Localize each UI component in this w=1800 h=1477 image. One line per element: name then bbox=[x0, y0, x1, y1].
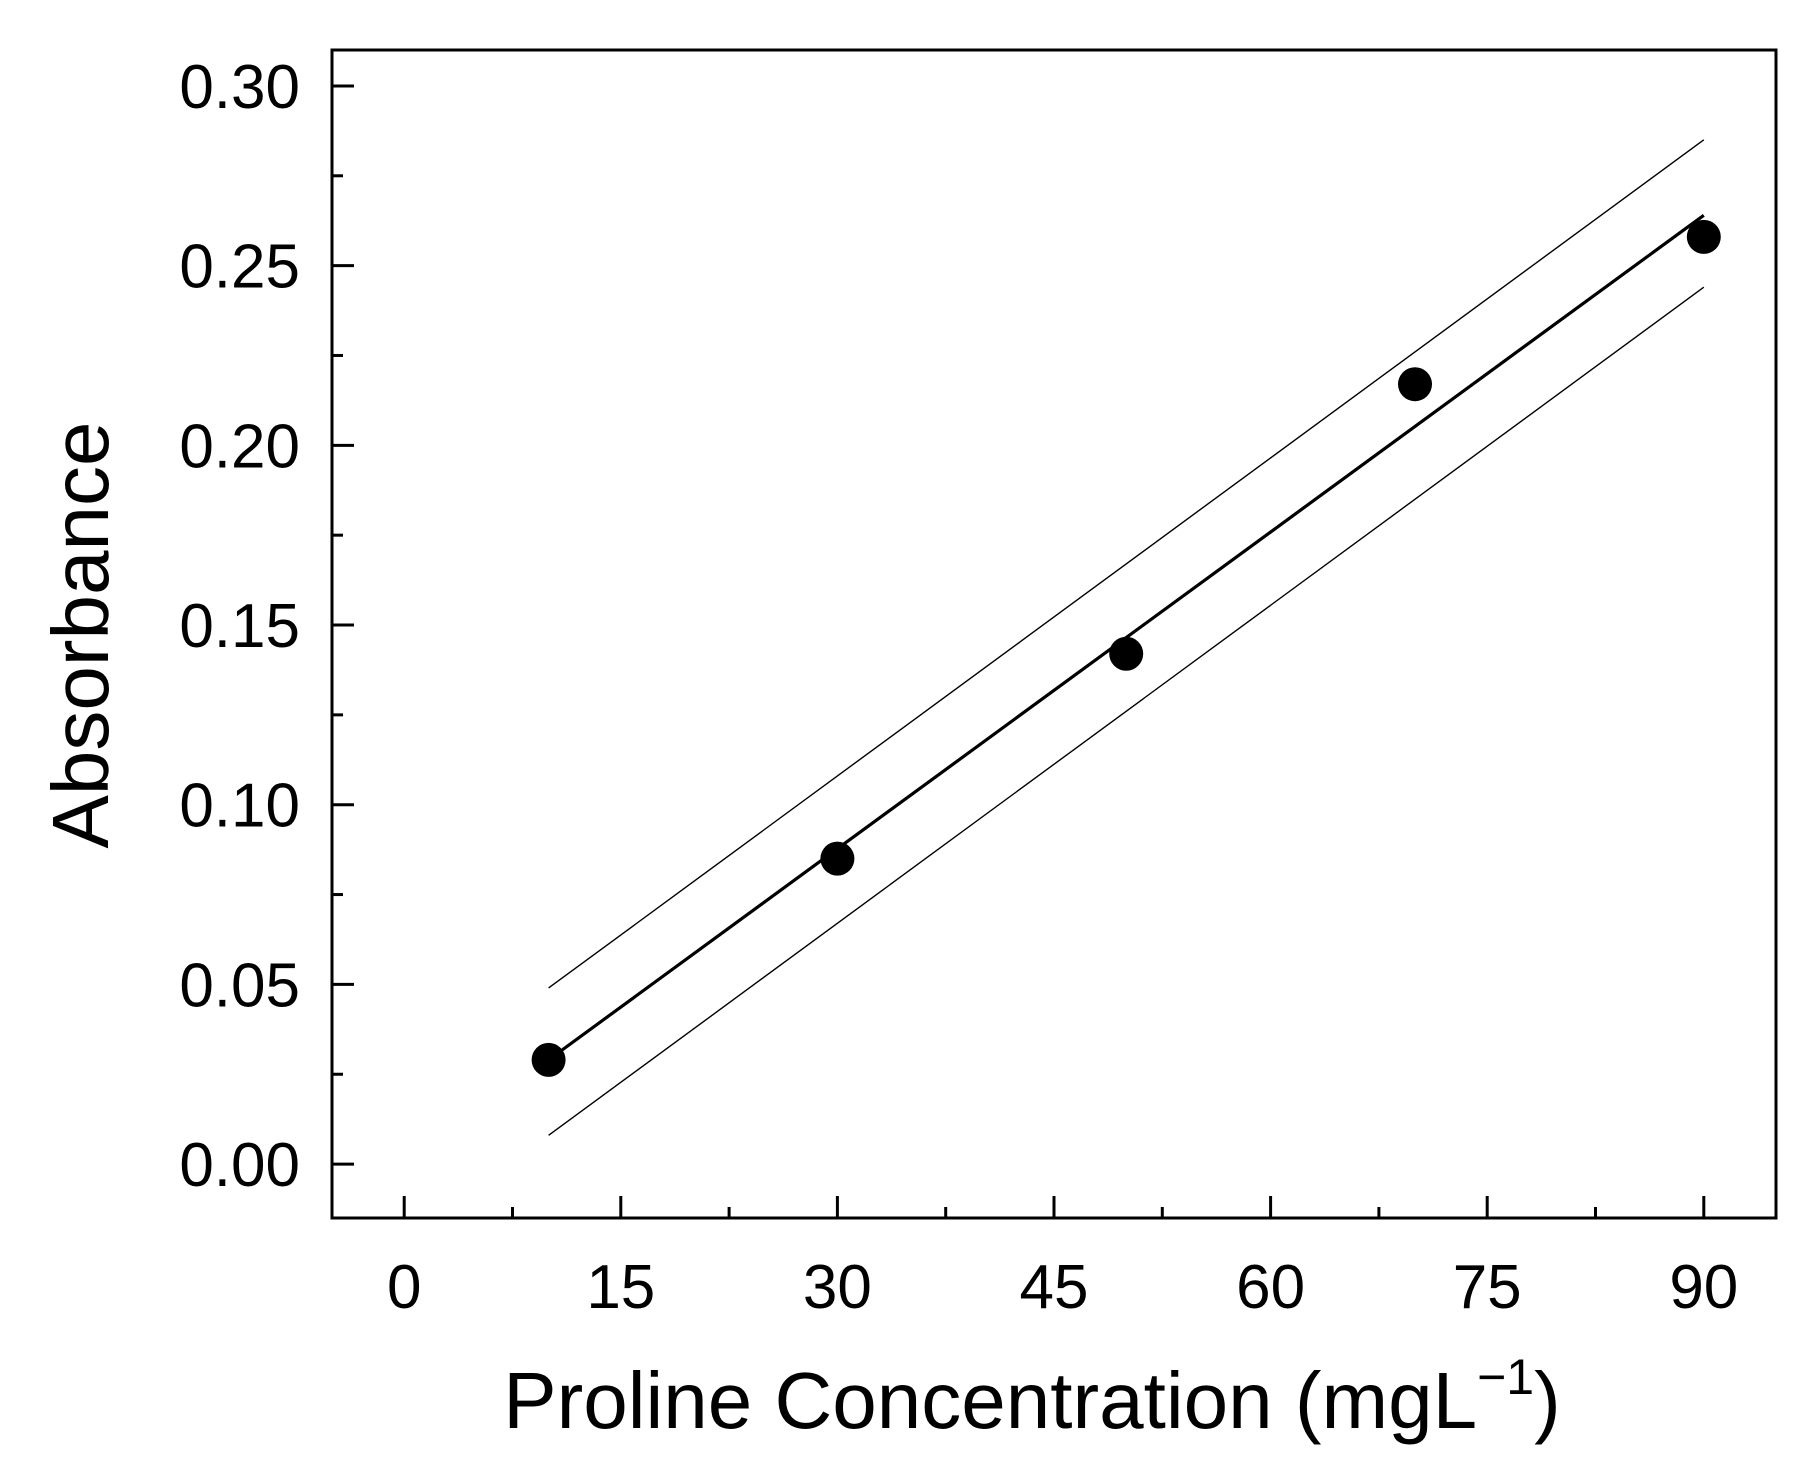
y-tick-label: 0.25 bbox=[179, 233, 300, 302]
y-axis-title: Absorbance bbox=[36, 422, 125, 849]
y-tick-label: 0.15 bbox=[179, 592, 300, 661]
x-axis-title: Proline Concentration (mgL−1) bbox=[503, 1349, 1560, 1445]
x-tick-label: 0 bbox=[387, 1253, 421, 1322]
lower-confidence-line bbox=[548, 286, 1705, 1136]
x-axis-title-main: Proline Concentration (mgL bbox=[503, 1356, 1477, 1445]
x-tick-label: 75 bbox=[1453, 1253, 1522, 1322]
plot-area bbox=[531, 139, 1721, 1136]
x-tick-label: 15 bbox=[586, 1253, 655, 1322]
data-point bbox=[1686, 219, 1721, 254]
y-tick-label: 0.30 bbox=[179, 53, 300, 122]
y-tick-label: 0.20 bbox=[179, 412, 300, 481]
data-point bbox=[531, 1042, 566, 1077]
axes: 0 15 30 45 60 75 90 0.00 0.05 0.10 0.15 0.20 0.25 0.3… bbox=[179, 48, 1778, 1322]
y-tick-label: 0.00 bbox=[179, 1131, 300, 1200]
data-point bbox=[1398, 367, 1432, 402]
x-axis-title-superscript: −1 bbox=[1477, 1349, 1534, 1405]
x-tick-label: 30 bbox=[803, 1253, 872, 1322]
plot-frame bbox=[330, 48, 1778, 1220]
x-tick-label: 45 bbox=[1020, 1253, 1089, 1322]
x-tick-label: 90 bbox=[1669, 1253, 1738, 1322]
y-tick-label: 0.10 bbox=[179, 772, 300, 841]
data-point bbox=[1109, 636, 1144, 671]
x-tick-label: 60 bbox=[1236, 1253, 1305, 1322]
x-axis-title-close: ) bbox=[1534, 1356, 1561, 1445]
data-point bbox=[820, 841, 855, 876]
y-tick-label: 0.05 bbox=[179, 951, 300, 1020]
upper-confidence-line bbox=[548, 139, 1705, 989]
